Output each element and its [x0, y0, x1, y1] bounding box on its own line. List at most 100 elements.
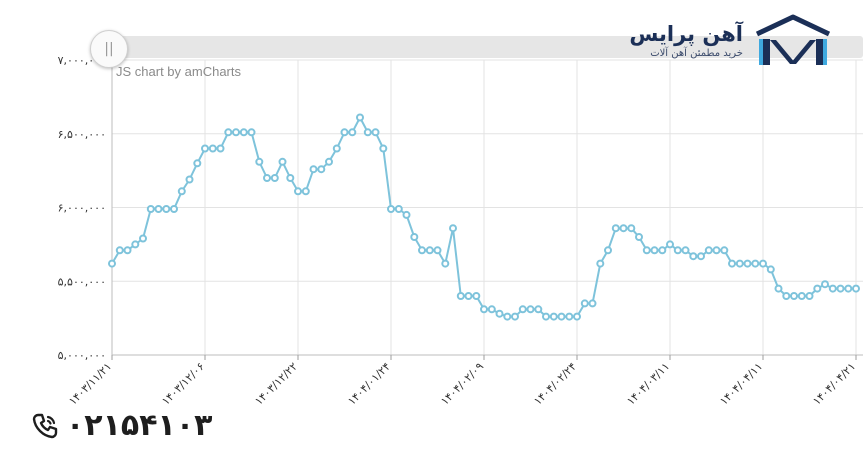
data-point: [766, 265, 775, 274]
y-tick-label: ۶,۰۰۰,۰۰۰: [58, 202, 106, 215]
data-point: [371, 128, 380, 137]
data-point: [627, 224, 636, 233]
data-point: [611, 224, 620, 233]
data-point: [836, 284, 845, 293]
data-point: [704, 246, 713, 255]
data-point: [511, 312, 519, 321]
data-point: [224, 128, 233, 137]
data-point: [619, 224, 628, 233]
data-point: [123, 246, 132, 255]
y-tick-label: ۵,۰۰۰,۰۰۰: [58, 349, 106, 362]
x-tick-label: ۱۴۰۳/۱۱/۲۱: [66, 360, 114, 408]
data-point: [774, 284, 783, 293]
data-point: [697, 252, 705, 261]
data-point: [162, 205, 171, 213]
data-point: [247, 128, 256, 137]
data-point: [332, 144, 341, 153]
data-point: [549, 312, 558, 321]
data-point: [666, 240, 674, 249]
x-tick-label: ۱۴۰۴/۰۳/۱۱: [624, 360, 672, 408]
data-point: [573, 312, 581, 321]
data-point: [278, 157, 287, 166]
data-point: [208, 144, 217, 153]
brand-name: آهن پرایس: [629, 21, 743, 46]
data-point: [503, 312, 512, 321]
data-point: [131, 240, 140, 249]
data-point: [759, 259, 767, 268]
x-axis-labels: ۱۴۰۳/۱۱/۲۱ ۱۴۰۳/۱۲/۰۶ ۱۴۰۳/۱۲/۲۲ ۱۴۰۴/۰۱/۲۴…: [66, 360, 858, 408]
phone-icon: [32, 413, 58, 438]
x-tick-label: ۱۴۰۴/۰۴/۱۱: [717, 360, 765, 408]
data-point: [464, 292, 473, 300]
data-point: [635, 233, 643, 241]
data-point: [526, 305, 535, 314]
data-point: [348, 128, 357, 137]
data-point: [340, 128, 349, 137]
data-point: [270, 174, 279, 182]
data-point: [394, 205, 403, 213]
data-point: [735, 259, 744, 268]
data-point: [418, 246, 426, 255]
data-point: [309, 165, 318, 174]
axes: [111, 60, 863, 360]
contact-phone: ۰۲۱۵۴۱۰۳: [30, 408, 212, 443]
data-point: [286, 174, 295, 182]
x-tick-label: ۱۴۰۴/۰۲/۰۹: [438, 360, 486, 408]
y-tick-label: ۵,۵۰۰,۰۰۰: [58, 275, 106, 288]
data-point: [456, 292, 465, 300]
y-tick-label: ۶,۵۰۰,۰۰۰: [58, 128, 106, 141]
data-point: [472, 292, 481, 300]
data-point: [751, 259, 760, 268]
chart-scrollbar[interactable]: [100, 36, 863, 58]
x-tick-label: ۱۴۰۳/۱۲/۰۶: [159, 360, 207, 408]
data-point: [650, 246, 659, 255]
data-point: [565, 312, 574, 321]
data-point: [325, 157, 333, 166]
grip-icon: ||: [104, 41, 114, 57]
data-point: [588, 299, 597, 308]
chart-credit: JS chart by amCharts: [116, 64, 241, 79]
data-point: [604, 246, 612, 255]
data-point: [596, 259, 605, 268]
scrollbar-grip[interactable]: ||: [90, 30, 128, 68]
data-point: [480, 305, 488, 314]
data-point: [681, 246, 690, 255]
data-point: [658, 246, 667, 255]
data-point: [425, 246, 434, 255]
data-point: [255, 157, 264, 166]
series-points: [108, 113, 860, 321]
data-point: [689, 252, 698, 261]
data-point: [852, 284, 860, 293]
data-point: [115, 246, 124, 255]
data-point: [146, 205, 155, 213]
data-point: [379, 144, 388, 153]
data-point: [580, 299, 589, 308]
data-point: [317, 165, 326, 174]
phone-number: ۰۲۱۵۴۱۰۳: [66, 408, 213, 443]
data-point: [216, 144, 225, 153]
brand-logo: آهن پرایس خرید مطمئن آهن آلات: [629, 14, 833, 68]
data-point: [844, 284, 853, 293]
data-point: [263, 174, 271, 182]
data-point: [495, 309, 504, 318]
data-point: [720, 246, 729, 255]
data-point: [487, 305, 496, 314]
data-point: [154, 205, 163, 213]
data-point: [828, 284, 837, 293]
data-point: [301, 187, 310, 196]
data-point: [790, 292, 798, 300]
data-point: [294, 187, 302, 196]
data-point: [201, 144, 209, 153]
data-point: [232, 128, 240, 137]
data-point: [642, 246, 651, 255]
data-point: [441, 259, 450, 268]
data-point: [782, 292, 791, 300]
y-axis-labels: ۵,۰۰۰,۰۰۰۵,۵۰۰,۰۰۰۶,۰۰۰,۰۰۰۶,۵۰۰,۰۰۰۷,۰۰…: [58, 54, 106, 362]
data-point: [813, 284, 822, 293]
x-tick-label: ۱۴۰۴/۰۲/۲۴: [531, 360, 579, 408]
brand-tagline: خرید مطمئن آهن آلات: [650, 48, 743, 60]
data-point: [108, 259, 116, 268]
data-point: [449, 224, 457, 233]
data-point: [177, 187, 186, 196]
